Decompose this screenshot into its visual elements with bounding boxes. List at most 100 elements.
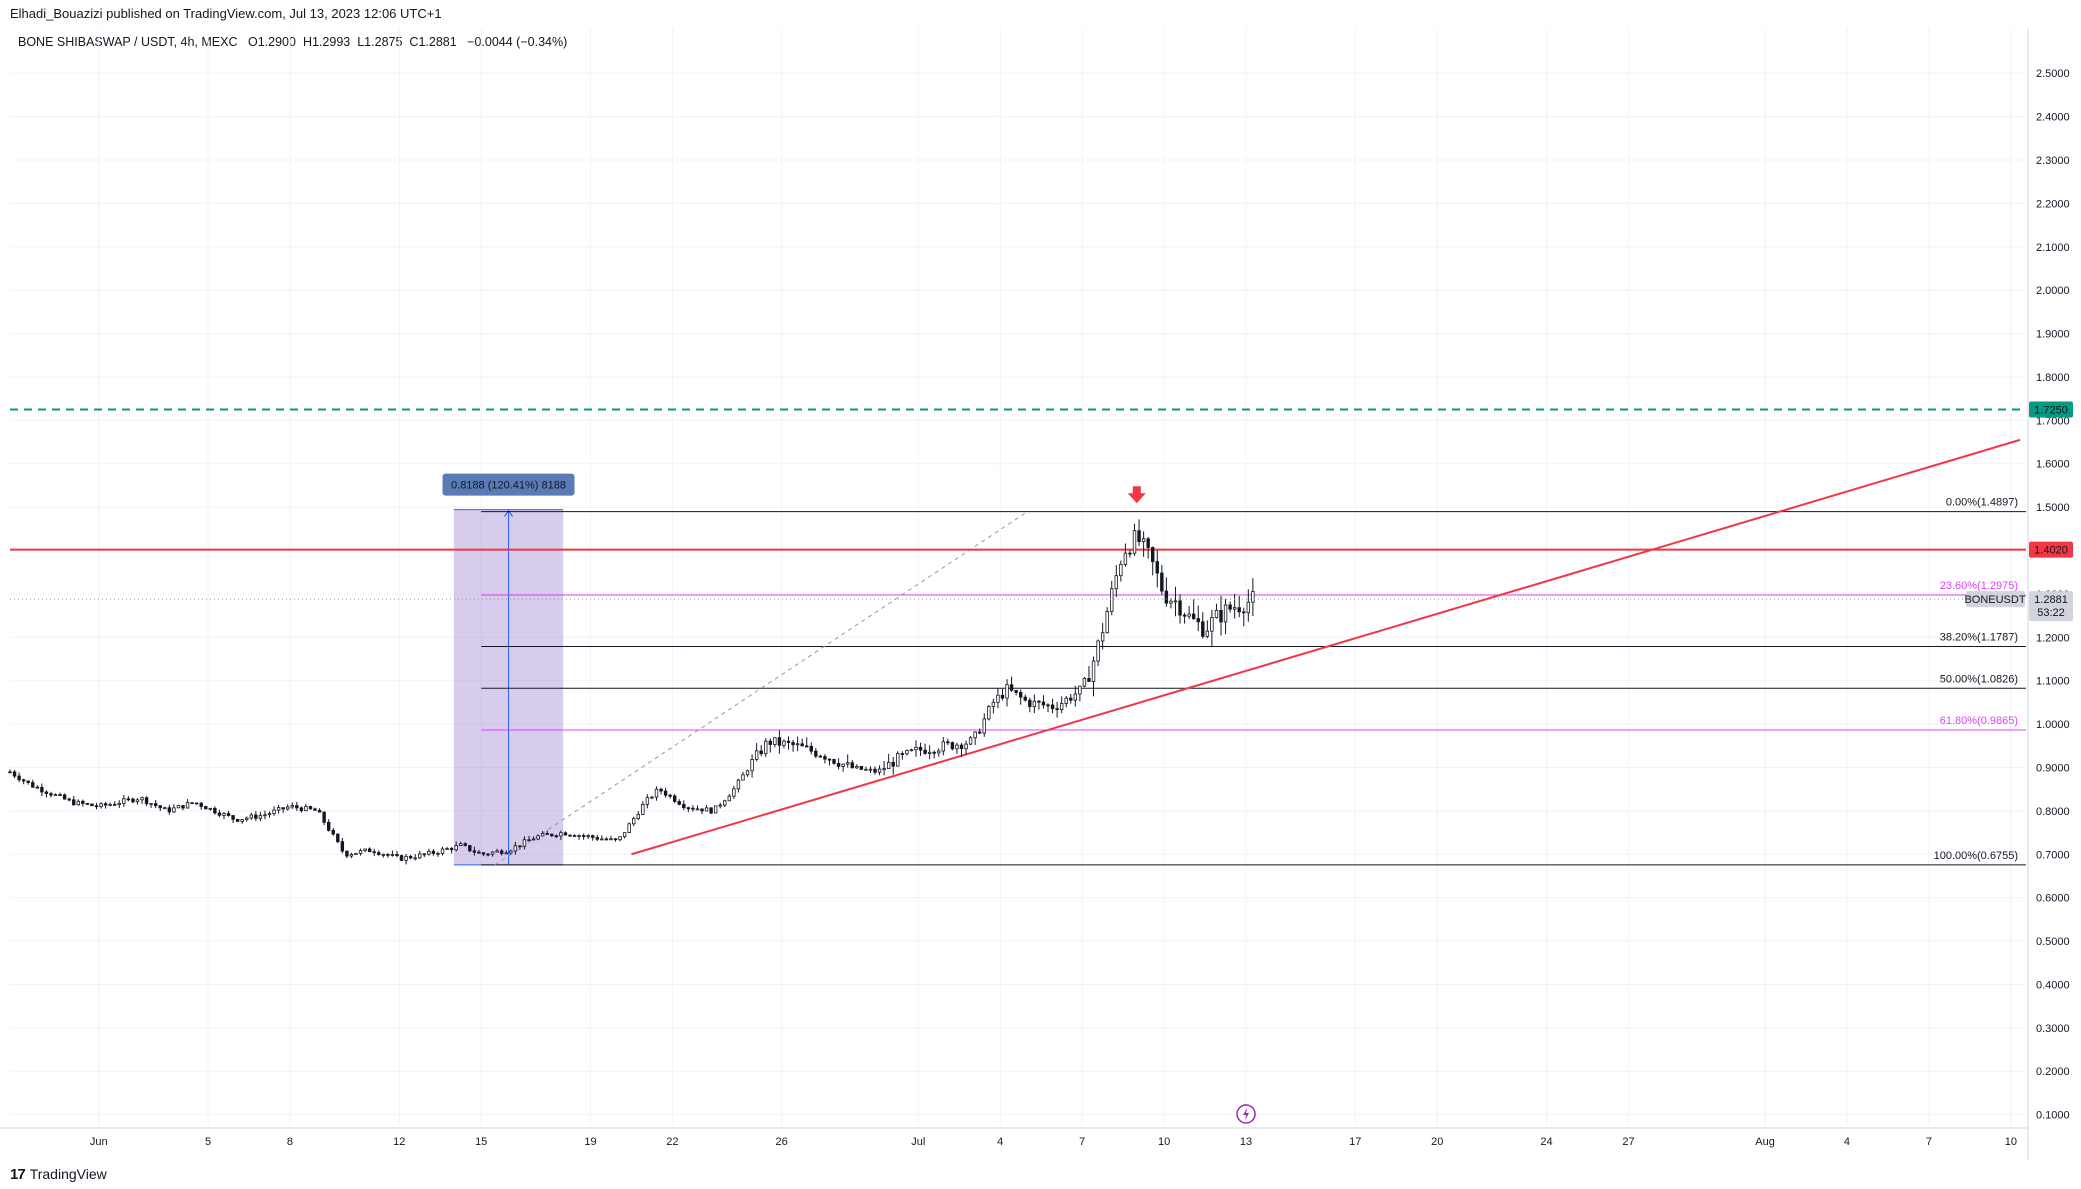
candle-body xyxy=(440,848,445,854)
candle-body xyxy=(686,807,691,810)
candle-body xyxy=(299,807,304,812)
candle-body xyxy=(1196,618,1200,623)
candle-body xyxy=(62,794,67,800)
candle-body xyxy=(554,835,559,838)
candle-body xyxy=(122,798,126,804)
candle-body xyxy=(276,807,281,811)
candle-body xyxy=(499,850,504,855)
candle-body xyxy=(759,750,763,755)
candle-body xyxy=(595,837,599,840)
candle-body xyxy=(190,802,194,805)
candle-body xyxy=(1055,708,1059,711)
candle-body xyxy=(609,838,613,841)
candle-body xyxy=(172,807,176,813)
price-tick-label: 2.1000 xyxy=(2036,242,2070,254)
candle-body xyxy=(322,811,326,823)
price-tick-label: 0.6000 xyxy=(2036,893,2070,905)
arrow-down-icon[interactable] xyxy=(1127,486,1146,504)
candle-body xyxy=(153,803,158,807)
candle-body xyxy=(1050,704,1055,710)
candle-body xyxy=(468,845,472,852)
candle-body xyxy=(113,803,117,806)
candle-body xyxy=(140,797,144,801)
tradingview-logo-text: TradingView xyxy=(29,1166,107,1182)
candle-body xyxy=(877,768,882,773)
candle-body xyxy=(418,853,422,859)
candle-body xyxy=(222,813,226,816)
candle-body xyxy=(1028,699,1032,708)
candle-body xyxy=(923,749,927,754)
candle-body xyxy=(208,807,213,810)
candle-body xyxy=(99,803,103,808)
fib-level-label: 100.00%(0.6755) xyxy=(1934,850,2018,862)
candle-body xyxy=(750,758,754,772)
price-range-label: 0.8188 (120.41%) 8188 xyxy=(451,480,566,492)
candle-body xyxy=(381,853,386,856)
time-tick-label: 27 xyxy=(1622,1136,1634,1148)
candle-body xyxy=(463,843,467,846)
candle-body xyxy=(395,854,399,856)
candle-body xyxy=(1228,604,1232,610)
ohlc-values: O1.2900 H1.2993 L1.2875 C1.2881 xyxy=(241,35,457,49)
price-tick-label: 1.6000 xyxy=(2036,459,2070,471)
fib-level-label: 38.20%(1.1787) xyxy=(1940,632,2018,644)
candle-body xyxy=(964,743,968,750)
tradingview-logo[interactable]: 17 TradingView xyxy=(10,1166,107,1183)
fib-level-label: 23.60%(1.2975) xyxy=(1940,580,2018,592)
candle-body xyxy=(504,852,508,855)
candle-body xyxy=(1105,611,1109,634)
candle-body xyxy=(117,802,121,805)
candle-body xyxy=(422,853,426,856)
candle-body xyxy=(845,762,850,765)
candle-body xyxy=(85,803,90,805)
candle-body xyxy=(672,795,677,802)
candle-body xyxy=(1214,609,1219,618)
candle-body xyxy=(572,835,577,837)
candle-body xyxy=(1059,703,1064,711)
candle-body xyxy=(1073,693,1078,701)
price-tick-label: 1.7000 xyxy=(2036,415,2070,427)
candle-body xyxy=(144,797,149,805)
candle-body xyxy=(536,835,540,840)
price-tick-label: 1.8000 xyxy=(2036,372,2070,384)
candle-body xyxy=(459,843,463,846)
time-tick-label: 4 xyxy=(997,1136,1003,1148)
candle-body xyxy=(194,802,199,805)
candle-body xyxy=(40,787,44,793)
candle-body xyxy=(1069,697,1073,701)
symbol-badge xyxy=(1966,591,2025,608)
fib-level-label: 61.80%(0.9865) xyxy=(1940,715,2018,727)
candle-body xyxy=(1178,600,1182,616)
candle-body xyxy=(886,761,891,770)
price-tick-label: 2.4000 xyxy=(2036,112,2070,124)
candle-body xyxy=(1100,632,1105,642)
candle-body xyxy=(1246,601,1251,614)
candle-body xyxy=(1173,600,1178,603)
candle-body xyxy=(859,766,864,770)
candle-body xyxy=(540,833,545,837)
candle-body xyxy=(1091,660,1096,682)
candle-body xyxy=(1023,696,1027,701)
candle-body xyxy=(723,800,727,806)
change-value: −0.0044 (−0.34%) xyxy=(467,35,568,49)
candlestick-series xyxy=(8,519,1255,865)
candle-body xyxy=(31,782,35,788)
candle-body xyxy=(354,852,358,855)
time-tick-label: 4 xyxy=(1844,1136,1850,1148)
candle-body xyxy=(308,806,313,810)
candle-body xyxy=(317,809,322,813)
candle-body xyxy=(559,832,563,837)
candle-body xyxy=(267,813,272,816)
candle-body xyxy=(1000,694,1005,699)
candle-body xyxy=(618,836,622,841)
ohlc-h: H1.2993 xyxy=(302,35,351,49)
candle-body xyxy=(800,743,804,747)
candle-body xyxy=(35,786,40,789)
fib-level-label: 50.00%(1.0826) xyxy=(1940,673,2018,685)
ascending-trendline[interactable] xyxy=(631,438,2021,856)
candle-body xyxy=(167,807,172,813)
candle-body xyxy=(349,854,354,857)
candle-body xyxy=(345,850,349,857)
time-tick-label: 7 xyxy=(1079,1136,1085,1148)
